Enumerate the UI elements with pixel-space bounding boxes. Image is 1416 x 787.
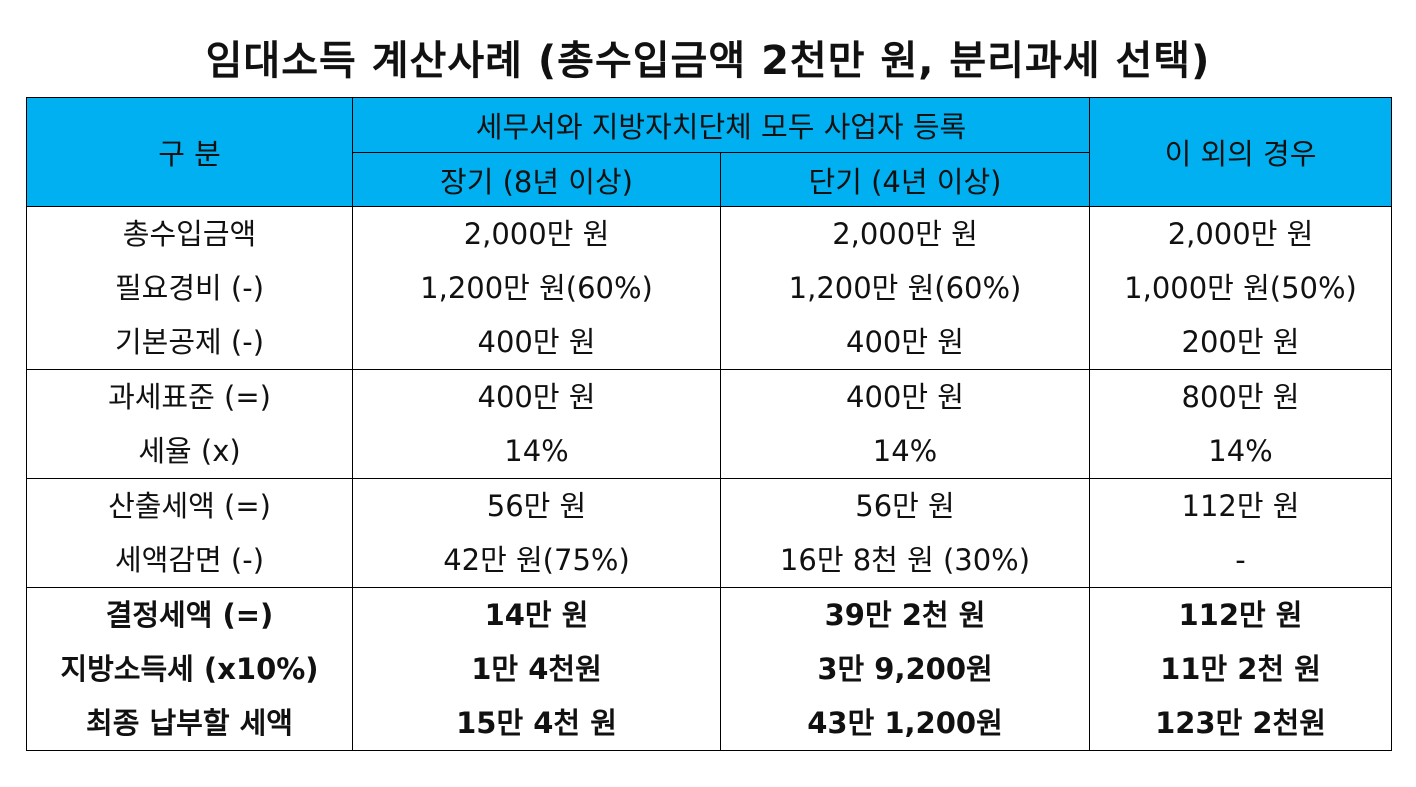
cell-value: 14만 원 <box>484 598 589 632</box>
cell-value: 14% <box>872 434 938 468</box>
header-other: 이 외의 경우 <box>1089 97 1392 207</box>
row-label: 지방소득세 (x10%) <box>60 652 319 686</box>
short-term-values: 56만 원 16만 8천 원 (30%) <box>720 478 1090 588</box>
table-row-group: 산출세액 (=) 세액감면 (-) 56만 원 42만 원(75%) 56만 원… <box>26 478 1392 588</box>
row-labels: 과세표준 (=) 세율 (x) <box>26 369 353 479</box>
header-long-term: 장기 (8년 이상) <box>352 152 721 207</box>
table-row-group-totals: 결정세액 (=) 지방소득세 (x10%) 최종 납부할 세액 14만 원 1만… <box>26 587 1392 751</box>
cell-value: 14% <box>504 434 569 468</box>
cell-value: 400만 원 <box>477 380 596 414</box>
row-label: 필요경비 (-) <box>114 271 265 305</box>
cell-value: 11만 2천 원 <box>1160 652 1321 686</box>
cell-value: 1,000만 원(50%) <box>1124 271 1357 305</box>
header-registered-group: 세무서와 지방자치단체 모두 사업자 등록 <box>352 97 1090 153</box>
page-title: 임대소득 계산사례 (총수입금액 2천만 원, 분리과세 선택) <box>205 38 1211 84</box>
row-label: 세율 (x) <box>138 434 241 468</box>
short-term-values: 39만 2천 원 3만 9,200원 43만 1,200원 <box>720 587 1090 751</box>
short-term-values: 400만 원 14% <box>720 369 1090 479</box>
cell-value: 14% <box>1208 434 1273 468</box>
other-values: 112만 원 - <box>1089 478 1392 588</box>
other-values: 112만 원 11만 2천 원 123만 2천원 <box>1089 587 1392 751</box>
cell-value: 42만 원(75%) <box>443 543 630 577</box>
tax-calculation-table: 구 분 세무서와 지방자치단체 모두 사업자 등록 이 외의 경우 장기 (8년… <box>26 97 1392 751</box>
row-labels: 결정세액 (=) 지방소득세 (x10%) 최종 납부할 세액 <box>26 587 353 751</box>
row-label: 기본공제 (-) <box>114 325 265 359</box>
other-values: 2,000만 원 1,000만 원(50%) 200만 원 <box>1089 206 1392 370</box>
row-labels: 총수입금액 필요경비 (-) 기본공제 (-) <box>26 206 353 370</box>
row-labels: 산출세액 (=) 세액감면 (-) <box>26 478 353 588</box>
table-row-group: 과세표준 (=) 세율 (x) 400만 원 14% 400만 원 14% 80… <box>26 369 1392 479</box>
row-label: 결정세액 (=) <box>105 598 274 632</box>
header-short-term: 단기 (4년 이상) <box>720 152 1090 207</box>
long-term-values: 400만 원 14% <box>352 369 721 479</box>
cell-value: - <box>1235 543 1246 577</box>
cell-value: 112만 원 <box>1181 489 1300 523</box>
cell-value: 1만 4천원 <box>471 652 602 686</box>
table-row-group: 총수입금액 필요경비 (-) 기본공제 (-) 2,000만 원 1,200만 … <box>26 206 1392 370</box>
cell-value: 16만 8천 원 (30%) <box>779 543 1031 577</box>
cell-value: 400만 원 <box>846 325 964 359</box>
header-category: 구 분 <box>26 97 353 207</box>
other-values: 800만 원 14% <box>1089 369 1392 479</box>
cell-value: 200만 원 <box>1181 325 1300 359</box>
short-term-values: 2,000만 원 1,200만 원(60%) 400만 원 <box>720 206 1090 370</box>
cell-value: 800만 원 <box>1181 380 1300 414</box>
long-term-values: 2,000만 원 1,200만 원(60%) 400만 원 <box>352 206 721 370</box>
cell-value: 123만 2천원 <box>1155 706 1326 740</box>
row-label: 총수입금액 <box>122 217 257 251</box>
cell-value: 2,000만 원 <box>1167 217 1314 251</box>
cell-value: 1,200만 원(60%) <box>420 271 653 305</box>
row-label: 최종 납부할 세액 <box>86 706 293 740</box>
row-label: 과세표준 (=) <box>108 380 271 414</box>
long-term-values: 56만 원 42만 원(75%) <box>352 478 721 588</box>
row-label: 산출세액 (=) <box>108 489 271 523</box>
cell-value: 1,200만 원(60%) <box>788 271 1022 305</box>
cell-value: 39만 2천 원 <box>824 598 986 632</box>
cell-value: 400만 원 <box>477 325 596 359</box>
long-term-values: 14만 원 1만 4천원 15만 4천 원 <box>352 587 721 751</box>
cell-value: 56만 원 <box>486 489 587 523</box>
cell-value: 2,000만 원 <box>463 217 610 251</box>
cell-value: 3만 9,200원 <box>817 652 993 686</box>
cell-value: 56만 원 <box>855 489 955 523</box>
cell-value: 43만 1,200원 <box>807 706 1003 740</box>
cell-value: 400만 원 <box>846 380 964 414</box>
cell-value: 15만 4천 원 <box>456 706 617 740</box>
row-label: 세액감면 (-) <box>114 543 265 577</box>
cell-value: 2,000만 원 <box>832 217 978 251</box>
cell-value: 112만 원 <box>1178 598 1303 632</box>
